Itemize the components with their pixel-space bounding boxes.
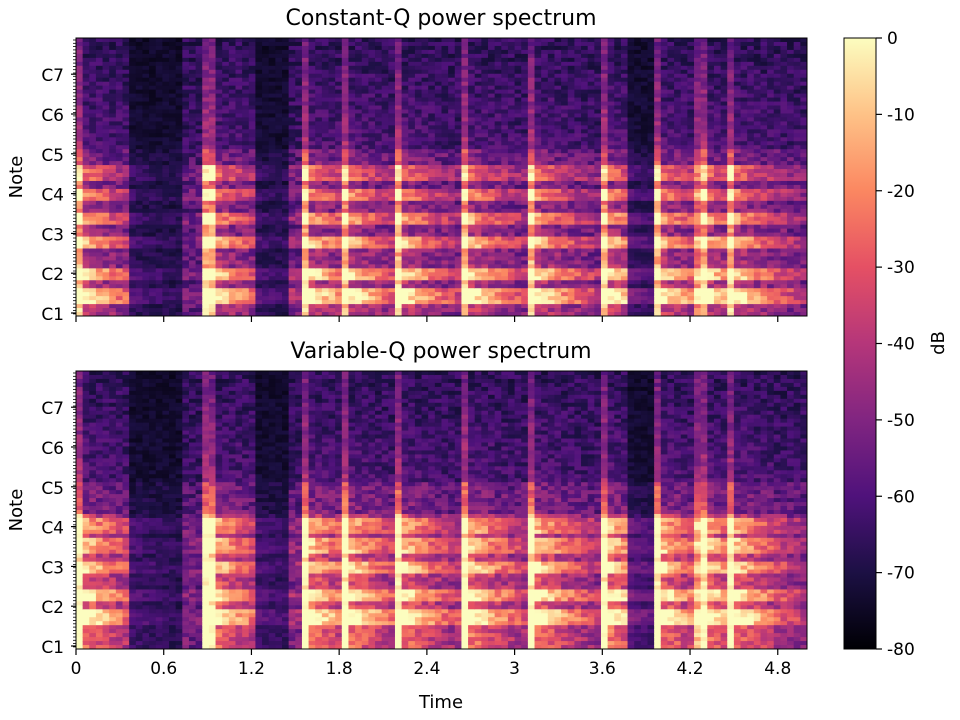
x-tick-label: 4.2 <box>677 659 704 679</box>
x-tick-label: 1.2 <box>238 659 265 679</box>
x-tick-label: 3 <box>509 659 520 679</box>
y-tick-label: C6 <box>41 106 64 126</box>
heatmap-bottom <box>76 371 807 649</box>
y-tick-label: C7 <box>41 399 64 419</box>
ylabel-bottom: Note <box>6 489 27 532</box>
colorbar-tick-label: 0 <box>887 29 898 49</box>
x-axis-top <box>75 316 779 322</box>
y-tick-label: C6 <box>41 439 64 459</box>
x-tick-label: 0 <box>71 659 82 679</box>
y-tick-label: C2 <box>41 598 64 618</box>
colorbar-tick-label: -40 <box>887 335 915 355</box>
plot-frame-top <box>75 37 808 317</box>
colorbar-tick-label: -60 <box>887 487 915 507</box>
chart-title-top: Constant-Q power spectrum <box>285 6 596 31</box>
colorbar-ticks: 0 -10 -20 -30 -40 -50 -60 -70 -80 <box>876 29 915 660</box>
colorbar <box>843 37 877 650</box>
y-tick-label: C3 <box>41 558 64 578</box>
colorbar-tick-label: -10 <box>887 105 915 125</box>
chart-title-bottom: Variable-Q power spectrum <box>290 339 591 364</box>
ylabel-top: Note <box>6 156 27 199</box>
y-tick-label: C7 <box>41 66 64 86</box>
colorbar-label: dB <box>928 331 949 355</box>
y-tick-label: C1 <box>41 305 64 325</box>
colorbar-tick-label: -20 <box>887 182 915 202</box>
y-tick-label: C1 <box>41 638 64 658</box>
heatmap-top <box>76 38 807 316</box>
x-tick-label: 3.6 <box>589 659 616 679</box>
x-tick-label: 4.8 <box>764 659 791 679</box>
y-tick-label: C5 <box>41 146 64 166</box>
y-tick-label: C5 <box>41 479 64 499</box>
y-axis-top: C1 C2 C3 C4 C5 C6 C7 <box>41 39 76 325</box>
colorbar-tick-label: -50 <box>887 411 915 431</box>
y-axis-bottom: C1 C2 C3 C4 C5 C6 C7 <box>41 372 76 658</box>
colorbar-tick-label: -30 <box>887 258 915 278</box>
y-tick-label: C4 <box>41 186 64 206</box>
y-tick-label: C3 <box>41 225 64 245</box>
plot-frame-bottom <box>75 370 808 650</box>
x-tick-label: 1.8 <box>326 659 353 679</box>
x-tick-label: 2.4 <box>413 659 440 679</box>
xlabel-bottom: Time <box>418 692 463 713</box>
colorbar-tick-label: -80 <box>887 640 915 660</box>
y-tick-label: C4 <box>41 519 64 539</box>
colorbar-tick-label: -70 <box>887 564 915 584</box>
x-tick-label: 0.6 <box>150 659 177 679</box>
x-axis-bottom: 0 0.6 1.2 1.8 2.4 3 3.6 4.2 4.8 <box>71 649 791 679</box>
y-tick-label: C2 <box>41 265 64 285</box>
